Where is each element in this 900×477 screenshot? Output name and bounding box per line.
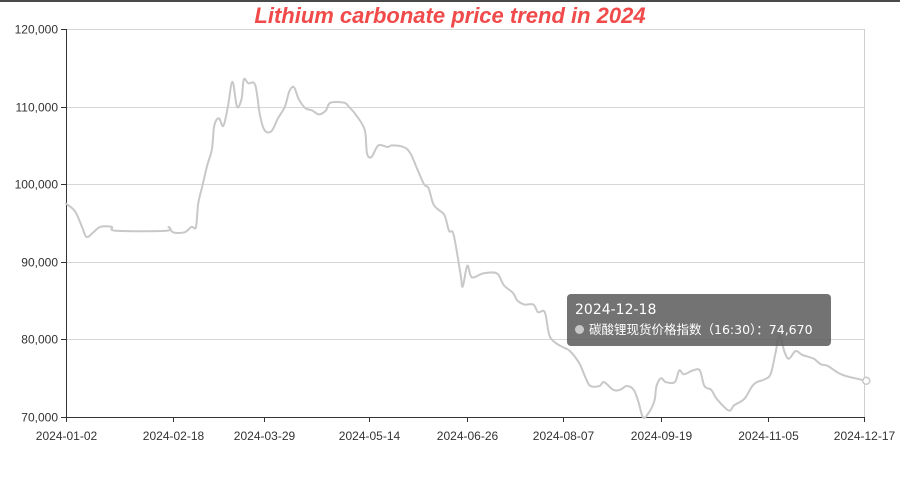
axes: [61, 29, 865, 422]
x-tick-label: 2024-06-26: [437, 429, 499, 443]
chart-title: Lithium carbonate price trend in 2024: [254, 3, 646, 28]
highlighted-point: [862, 376, 871, 386]
chart-tooltip: 2024-12-18 碳酸锂现货价格指数（16:30）：74,670: [567, 294, 831, 346]
x-tick-label: 2024-03-29: [234, 429, 296, 443]
x-tick-label: 2024-01-02: [36, 429, 98, 443]
y-tick-label: 70,000: [21, 411, 58, 425]
series-marker-icon: [575, 325, 584, 334]
x-tick-label: 2024-11-05: [738, 429, 799, 443]
x-tick-label: 2024-08-07: [533, 429, 595, 443]
y-tick-label: 90,000: [21, 256, 58, 270]
tooltip-series-name: 碳酸锂现货价格指数（16:30）: [589, 322, 757, 337]
series-line: [65, 77, 868, 419]
x-axis-labels: 2024-01-02 2024-02-18 2024-03-29 2024-05-14…: [36, 429, 896, 443]
y-tick-label: 110,000: [16, 101, 59, 115]
x-tick-label: 2024-02-18: [143, 429, 205, 443]
tooltip-value: 74,670: [768, 322, 813, 337]
tooltip-separator: ：: [756, 322, 769, 337]
tooltip-row: 碳酸锂现货价格指数（16:30）：74,670: [575, 320, 823, 340]
y-tick-label: 100,000: [15, 178, 59, 192]
y-tick-label: 80,000: [21, 333, 58, 347]
x-tick-label: 2024-09-19: [631, 429, 693, 443]
grid-lines: [66, 29, 864, 340]
y-tick-label: 120,000: [15, 23, 59, 37]
y-axis-labels: 70,000 80,000 90,000 100,000 110,000 120,000: [15, 23, 59, 425]
series-group: [65, 77, 871, 419]
x-tick-label: 2024-05-14: [339, 429, 401, 443]
x-tick-label: 2024-12-17: [834, 429, 896, 443]
top-border: [0, 0, 900, 2]
tooltip-date: 2024-12-18: [575, 302, 657, 318]
